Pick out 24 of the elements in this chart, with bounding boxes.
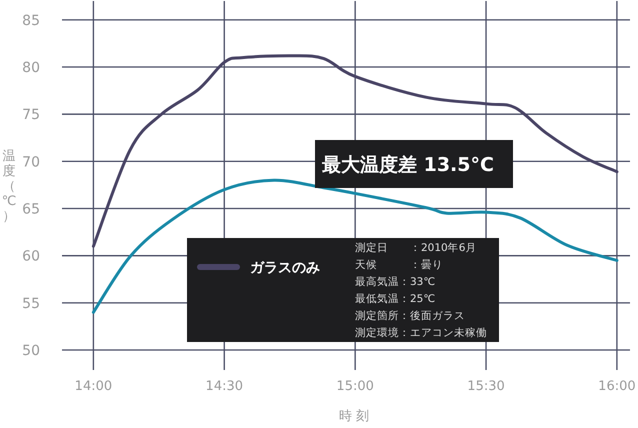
x-tick-label: 15:30 (467, 379, 505, 394)
callout: 最大温度差 13.5°C (315, 140, 513, 188)
annotation: 最高気温：33℃ (355, 275, 436, 288)
y-tick-label: 85 (22, 12, 40, 29)
annotation: 測定環境：エアコン未稼働 (355, 326, 487, 339)
annotation: 天候 ：曇り (355, 259, 443, 271)
x-tick-label: 15:00 (336, 379, 374, 394)
y-tick-label: 60 (22, 248, 40, 265)
x-tick-label: 14:00 (74, 379, 112, 394)
annotation: 最大温度差 13.5°C (321, 154, 494, 176)
y-tick-label: 80 (22, 60, 40, 76)
y-tick-label: 50 (22, 343, 40, 359)
annotation: 測定箇所：後面ガラス (355, 309, 465, 322)
annotation: 最低気温：25℃ (355, 293, 436, 305)
annotation: 測定日 ：2010年6月 (355, 241, 476, 254)
x-tick-label: 14:30 (206, 379, 244, 394)
y-tick-label: 70 (22, 154, 40, 170)
x-tick-label: 16:00 (598, 379, 636, 394)
y-tick-label: 75 (22, 107, 40, 124)
y-tick-label: 65 (22, 202, 40, 218)
y-tick-label: 55 (22, 296, 40, 312)
x-axis-title: 時刻 (339, 409, 373, 424)
y-axis-title: 温度（℃） (2, 149, 16, 224)
legend-label: ガラスのみ (250, 260, 320, 276)
